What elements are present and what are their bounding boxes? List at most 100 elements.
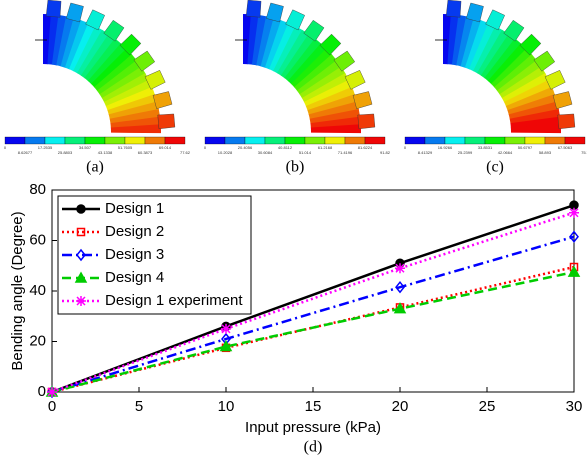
colorbar-label: 40.8112 (278, 145, 293, 150)
x-tick-label: 25 (479, 398, 496, 415)
legend-label: Design 3 (105, 246, 164, 263)
marker (76, 296, 86, 306)
colorbar-segment (365, 137, 385, 144)
colorbar-segment (465, 137, 485, 144)
x-tick-label: 20 (392, 398, 409, 415)
colorbar-label: 8.41329 (418, 150, 433, 155)
fea-tooth (266, 3, 283, 22)
colorbar-label: 50.6797 (518, 145, 533, 150)
colorbar-label: 81.6224 (358, 145, 373, 150)
x-tick-label: 0 (48, 398, 56, 415)
colorbar-label: 51.014 (299, 150, 312, 155)
colorbar-label: 30.6084 (258, 150, 273, 155)
colorbar-segment (85, 137, 105, 144)
colorbar-segment (445, 137, 465, 144)
colorbar-label: 67.5063 (558, 145, 573, 150)
colorbar-segment (245, 137, 265, 144)
marker (77, 205, 85, 213)
colorbar-label: 0 (4, 145, 7, 150)
legend-label: Design 1 experiment (105, 292, 243, 309)
y-tick-label: 40 (29, 282, 46, 299)
colorbar-label: 34.507 (79, 145, 92, 150)
marker (395, 263, 405, 273)
colorbar-label: 8.62677 (18, 150, 33, 155)
x-tick-label: 15 (305, 398, 322, 415)
colorbar-segment (145, 137, 165, 144)
panel-label: (b) (286, 159, 305, 176)
colorbar-label: 25.2399 (458, 150, 473, 155)
colorbar-label: 60.3873 (138, 150, 153, 155)
colorbar-segment (505, 137, 525, 144)
colorbar-label: 77.62 (180, 150, 191, 155)
fea-image (235, 0, 375, 133)
y-tick-label: 80 (29, 181, 46, 198)
colorbar-label: 42.0664 (498, 150, 513, 155)
colorbar-segment (545, 137, 565, 144)
fea-tooth (553, 92, 572, 109)
fea-tooth (66, 3, 83, 22)
fea-image (435, 0, 575, 133)
fea-tooth (246, 0, 261, 17)
y-tick-label: 20 (29, 332, 46, 349)
colorbar-label: 75.7 (581, 150, 587, 155)
colorbar-segment (325, 137, 345, 144)
fea-tooth (446, 0, 461, 17)
marker (47, 387, 57, 397)
colorbar-label: 69.014 (159, 145, 172, 150)
colorbar-segment (305, 137, 325, 144)
x-axis-title: Input pressure (kPa) (245, 419, 381, 436)
x-tick-label: 30 (566, 398, 583, 415)
panel-label: (a) (86, 159, 104, 176)
fea-tooth (558, 114, 575, 129)
colorbar-label: 58.893 (539, 150, 552, 155)
y-tick-label: 60 (29, 231, 46, 248)
colorbar-segment (5, 137, 25, 144)
fea-tooth (153, 92, 172, 109)
legend-label: Design 4 (105, 269, 164, 286)
colorbar-label: 51.7605 (118, 145, 133, 150)
legend-label: Design 1 (105, 200, 164, 217)
colorbar-label: 33.8531 (478, 145, 493, 150)
colorbar-segment (125, 137, 145, 144)
colorbar-segment (485, 137, 505, 144)
y-axis-title: Bending angle (Degree) (9, 211, 26, 370)
colorbar-segment (425, 137, 445, 144)
fea-tooth (358, 114, 375, 129)
colorbar-label: 71.4196 (338, 150, 353, 155)
colorbar-label: 0 (404, 145, 407, 150)
x-tick-label: 5 (135, 398, 143, 415)
colorbar-label: 20.4056 (238, 145, 253, 150)
colorbar-label: 16.9266 (438, 145, 453, 150)
marker (221, 324, 231, 334)
panel-label: (c) (486, 159, 504, 176)
colorbar-segment (25, 137, 45, 144)
colorbar-segment (105, 137, 125, 144)
colorbar-label: 61.2168 (318, 145, 333, 150)
y-tick-label: 0 (38, 383, 46, 400)
colorbar-segment (285, 137, 305, 144)
colorbar-segment (165, 137, 185, 144)
colorbar-segment (65, 137, 85, 144)
colorbar-label: 10.2028 (218, 150, 233, 155)
fea-tooth (353, 92, 372, 109)
colorbar-label: 91.82 (380, 150, 391, 155)
colorbar-segment (205, 137, 225, 144)
colorbar-segment (345, 137, 365, 144)
fea-tooth (46, 0, 61, 17)
figure: 0 8.62677 17.2535 25.8803 34.507 43.1338 51.76… (0, 0, 587, 460)
fea-image (35, 0, 175, 133)
x-tick-label: 10 (218, 398, 235, 415)
fea-tooth (158, 114, 175, 129)
colorbar-label: 17.2535 (38, 145, 53, 150)
colorbar-label: 0 (204, 145, 207, 150)
colorbar-segment (405, 137, 425, 144)
legend-label: Design 2 (105, 223, 164, 240)
fea-tooth (466, 3, 483, 22)
marker (569, 208, 579, 218)
colorbar-label: 43.1338 (98, 150, 113, 155)
colorbar-segment (225, 137, 245, 144)
colorbar-segment (565, 137, 585, 144)
colorbar-segment (45, 137, 65, 144)
colorbar-segment (265, 137, 285, 144)
colorbar-label: 25.8803 (58, 150, 73, 155)
